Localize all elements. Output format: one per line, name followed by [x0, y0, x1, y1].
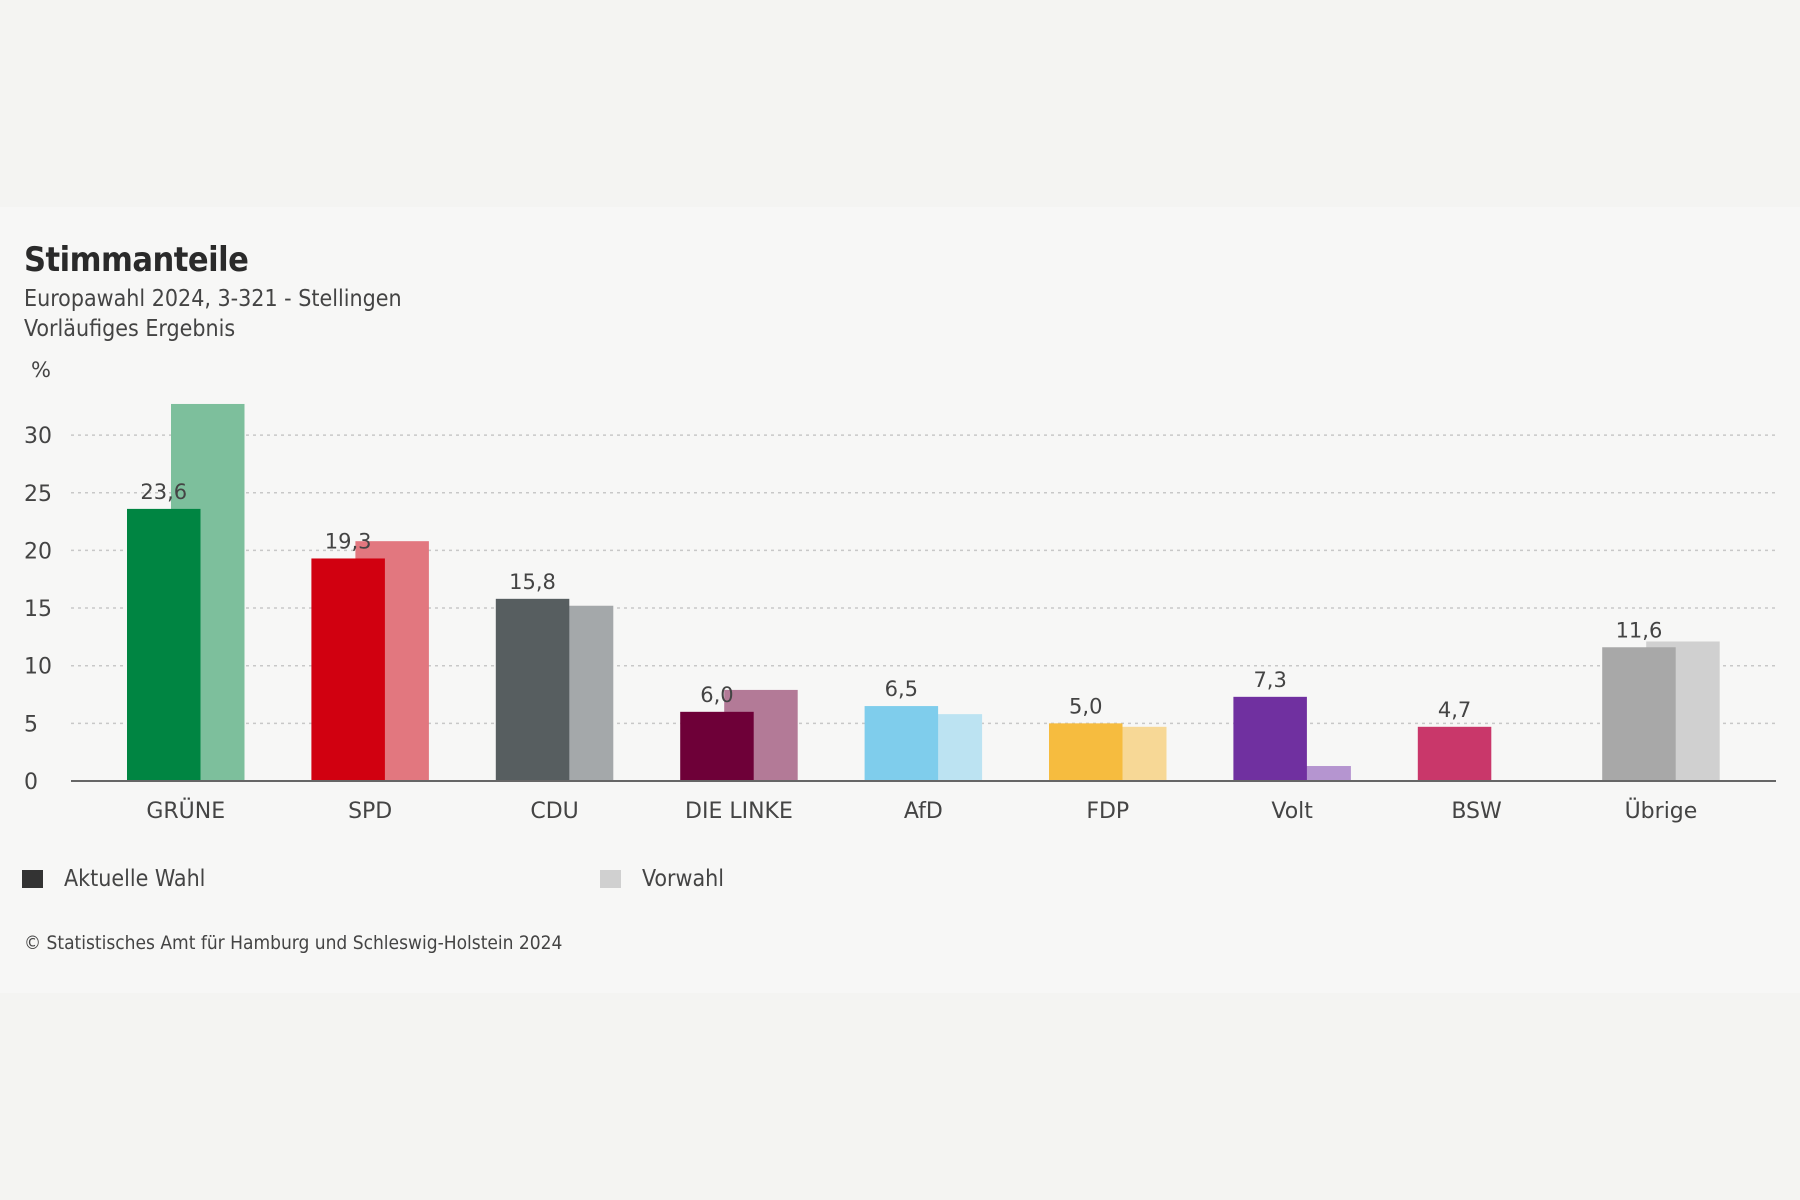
bar-current-afd [864, 706, 939, 781]
x-tick-label: SPD [348, 799, 392, 824]
legend-label-current: Aktuelle Wahl [64, 866, 206, 892]
bar-current-cdu [495, 598, 570, 781]
x-tick-label: FDP [1086, 799, 1129, 824]
chart-card [0, 207, 1800, 993]
data-label: 4,7 [1438, 698, 1471, 722]
data-label: 23,6 [140, 480, 187, 504]
legend-item-previous: Vorwahl [600, 866, 724, 892]
y-tick-label: 5 [24, 712, 38, 737]
bar-current-volt [1233, 696, 1307, 781]
x-tick-label: BSW [1451, 799, 1502, 824]
bar-current-fdp [1049, 723, 1123, 781]
chart-subtitle: Europawahl 2024, 3-321 - Stellingen [24, 286, 402, 312]
bar-current-grüne [127, 508, 201, 781]
x-tick-label: Volt [1271, 799, 1313, 824]
legend-swatch-current [22, 870, 43, 888]
bar-current-bsw [1417, 726, 1492, 781]
y-tick-label: 20 [24, 539, 52, 564]
bar-current-spd [311, 558, 385, 781]
data-label: 6,5 [885, 677, 918, 701]
data-label: 11,6 [1616, 618, 1663, 642]
x-tick-label: Übrige [1625, 798, 1698, 824]
legend-label-previous: Vorwahl [642, 866, 724, 892]
x-tick-label: GRÜNE [146, 798, 225, 824]
y-tick-label: 0 [24, 770, 38, 795]
y-tick-label: 15 [24, 597, 52, 622]
data-label: 15,8 [509, 570, 556, 594]
data-label: 7,3 [1253, 668, 1286, 692]
legend-swatch-previous [600, 870, 621, 888]
bar-current-übrige [1602, 647, 1676, 781]
bar-chart: % 0 5 10 15 20 25 30 23,6 GRÜNE 19,3 SPD 15,8 CDU 6,0 D… [24, 358, 1776, 824]
chart-subtitle-status: Vorläufiges Ergebnis [24, 316, 236, 342]
data-label: 6,0 [700, 683, 733, 707]
copyright: © Statistisches Amt für Hamburg und Schl… [24, 932, 563, 954]
legend-item-current: Aktuelle Wahl [22, 866, 205, 892]
chart-title: Stimmanteile [24, 240, 249, 280]
x-tick-label: CDU [530, 799, 578, 824]
bar-current-die linke [680, 711, 754, 781]
y-tick-label: 25 [24, 482, 52, 507]
y-axis-unit: % [31, 358, 51, 382]
y-tick-label: 30 [24, 424, 52, 449]
data-label: 19,3 [325, 529, 372, 553]
x-tick-label: AfD [904, 799, 943, 824]
data-label: 5,0 [1069, 694, 1102, 718]
x-tick-label: DIE LINKE [685, 799, 793, 824]
y-tick-label: 10 [24, 655, 52, 680]
